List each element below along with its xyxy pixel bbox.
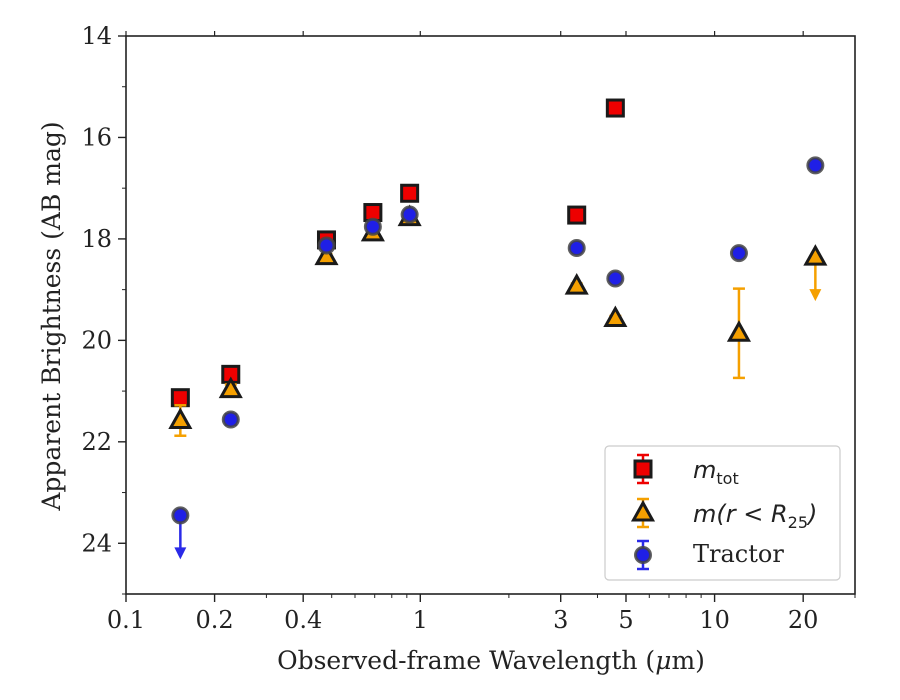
y-tick-label: 14 — [81, 22, 112, 50]
legend-marker-circle — [634, 546, 652, 564]
plot-frame — [125, 35, 856, 595]
data-point-circle — [363, 217, 382, 236]
data-point-square — [567, 205, 587, 225]
data-point-circle — [729, 244, 748, 263]
data-point-circle — [317, 236, 336, 255]
legend-entry-tractor: Tractor — [693, 540, 784, 568]
x-axis-label: Observed-frame Wavelength (μm) — [277, 646, 705, 675]
x-tick-label: 5 — [618, 606, 633, 634]
data-point-circle — [606, 269, 625, 288]
y-tick-label: 24 — [81, 529, 112, 557]
data-marks — [168, 98, 828, 560]
legend-marker-triangle — [630, 499, 656, 522]
data-point-circle — [806, 156, 825, 175]
axes: 0.1 0.2 0.4 1 3 5 10 20 14 16 18 20 22 24 — [81, 22, 856, 634]
x-tick-label: 1 — [413, 606, 428, 634]
legend-frame — [604, 445, 841, 581]
x-tick-label: 10 — [699, 606, 730, 634]
data-point-square — [400, 183, 420, 203]
upper-limit-arrow-head — [174, 547, 187, 560]
data-point-circle — [567, 239, 586, 258]
x-tick-label: 0.1 — [107, 606, 145, 634]
x-tick-label: 3 — [553, 606, 568, 634]
series-square — [170, 98, 625, 408]
data-point-triangle — [314, 243, 339, 266]
series-circle — [171, 156, 825, 560]
data-point-circle — [171, 506, 190, 525]
legend: mtot m(r < R25) Tractor — [604, 445, 841, 581]
series-triangle — [168, 204, 828, 437]
data-point-triangle — [803, 244, 828, 266]
data-point-triangle — [564, 273, 589, 295]
y-tick-label: 20 — [81, 326, 112, 354]
y-tick-label: 18 — [81, 225, 112, 253]
legend-symbols — [630, 453, 656, 571]
data-point-circle — [221, 410, 240, 429]
data-point-triangle — [726, 320, 752, 342]
upper-limit-arrow-head — [809, 289, 822, 302]
y-axis-label: Apparent Brightness (AB mag) — [37, 121, 66, 511]
legend-entry-mtot: mtot — [693, 456, 739, 488]
data-point-triangle — [603, 305, 628, 328]
data-point-triangle — [168, 407, 193, 430]
data-point-square — [605, 98, 625, 118]
y-tick-label: 22 — [81, 428, 112, 456]
data-point-triangle — [218, 376, 243, 399]
legend-entry-m-r25: m(r < R25) — [693, 500, 817, 532]
y-tick-label: 16 — [81, 123, 112, 151]
data-point-square — [170, 388, 190, 408]
legend-marker-square — [633, 459, 653, 479]
data-point-circle — [400, 205, 419, 224]
x-tick-label: 0.4 — [284, 606, 322, 634]
x-tick-label: 20 — [788, 606, 819, 634]
x-tick-label: 0.2 — [196, 606, 234, 634]
